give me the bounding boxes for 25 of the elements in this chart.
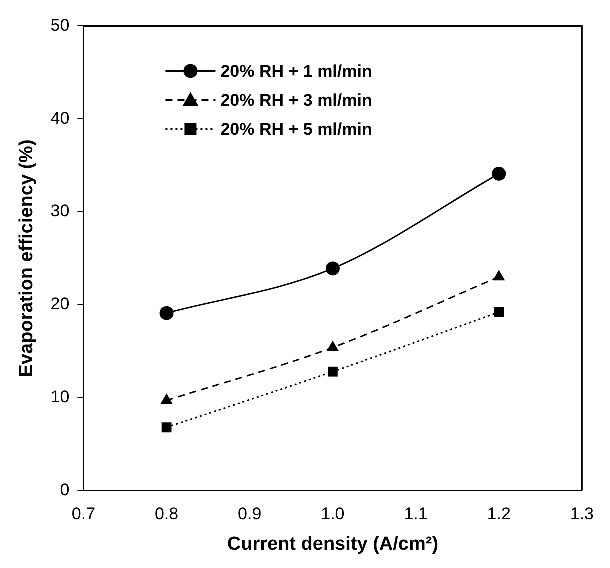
point <box>162 422 172 433</box>
x-tick-label: 1.2 <box>487 504 511 524</box>
point <box>160 306 174 320</box>
y-axis-title: Evaporation efficiency (%) <box>16 140 38 378</box>
legend-label: 20% RH + 3 ml/min <box>220 90 372 110</box>
x-tick-label: 1.1 <box>404 504 428 524</box>
x-tick-label: 0.8 <box>154 504 179 524</box>
y-tick-label: 10 <box>50 388 70 407</box>
legend-label: 20% RH + 1 ml/min <box>220 62 372 81</box>
legend-label: 20% RH + 5 ml/min <box>220 120 372 139</box>
point <box>328 366 338 377</box>
y-tick-label: 30 <box>50 202 70 221</box>
y-tick-label: 50 <box>50 16 70 35</box>
y-tick-label: 40 <box>50 108 70 128</box>
x-tick-label: 0.7 <box>72 504 96 524</box>
point <box>494 307 504 318</box>
y-tick-label: 0 <box>60 480 70 500</box>
point <box>326 262 340 276</box>
point <box>492 166 506 181</box>
y-tick-label: 20 <box>50 294 70 314</box>
x-tick-label: 0.9 <box>238 504 262 524</box>
x-tick-label: 1.0 <box>321 504 345 524</box>
x-tick-label: 1.3 <box>570 504 594 524</box>
x-axis-title: Current density (A/cm²) <box>227 534 439 555</box>
point <box>493 270 506 281</box>
